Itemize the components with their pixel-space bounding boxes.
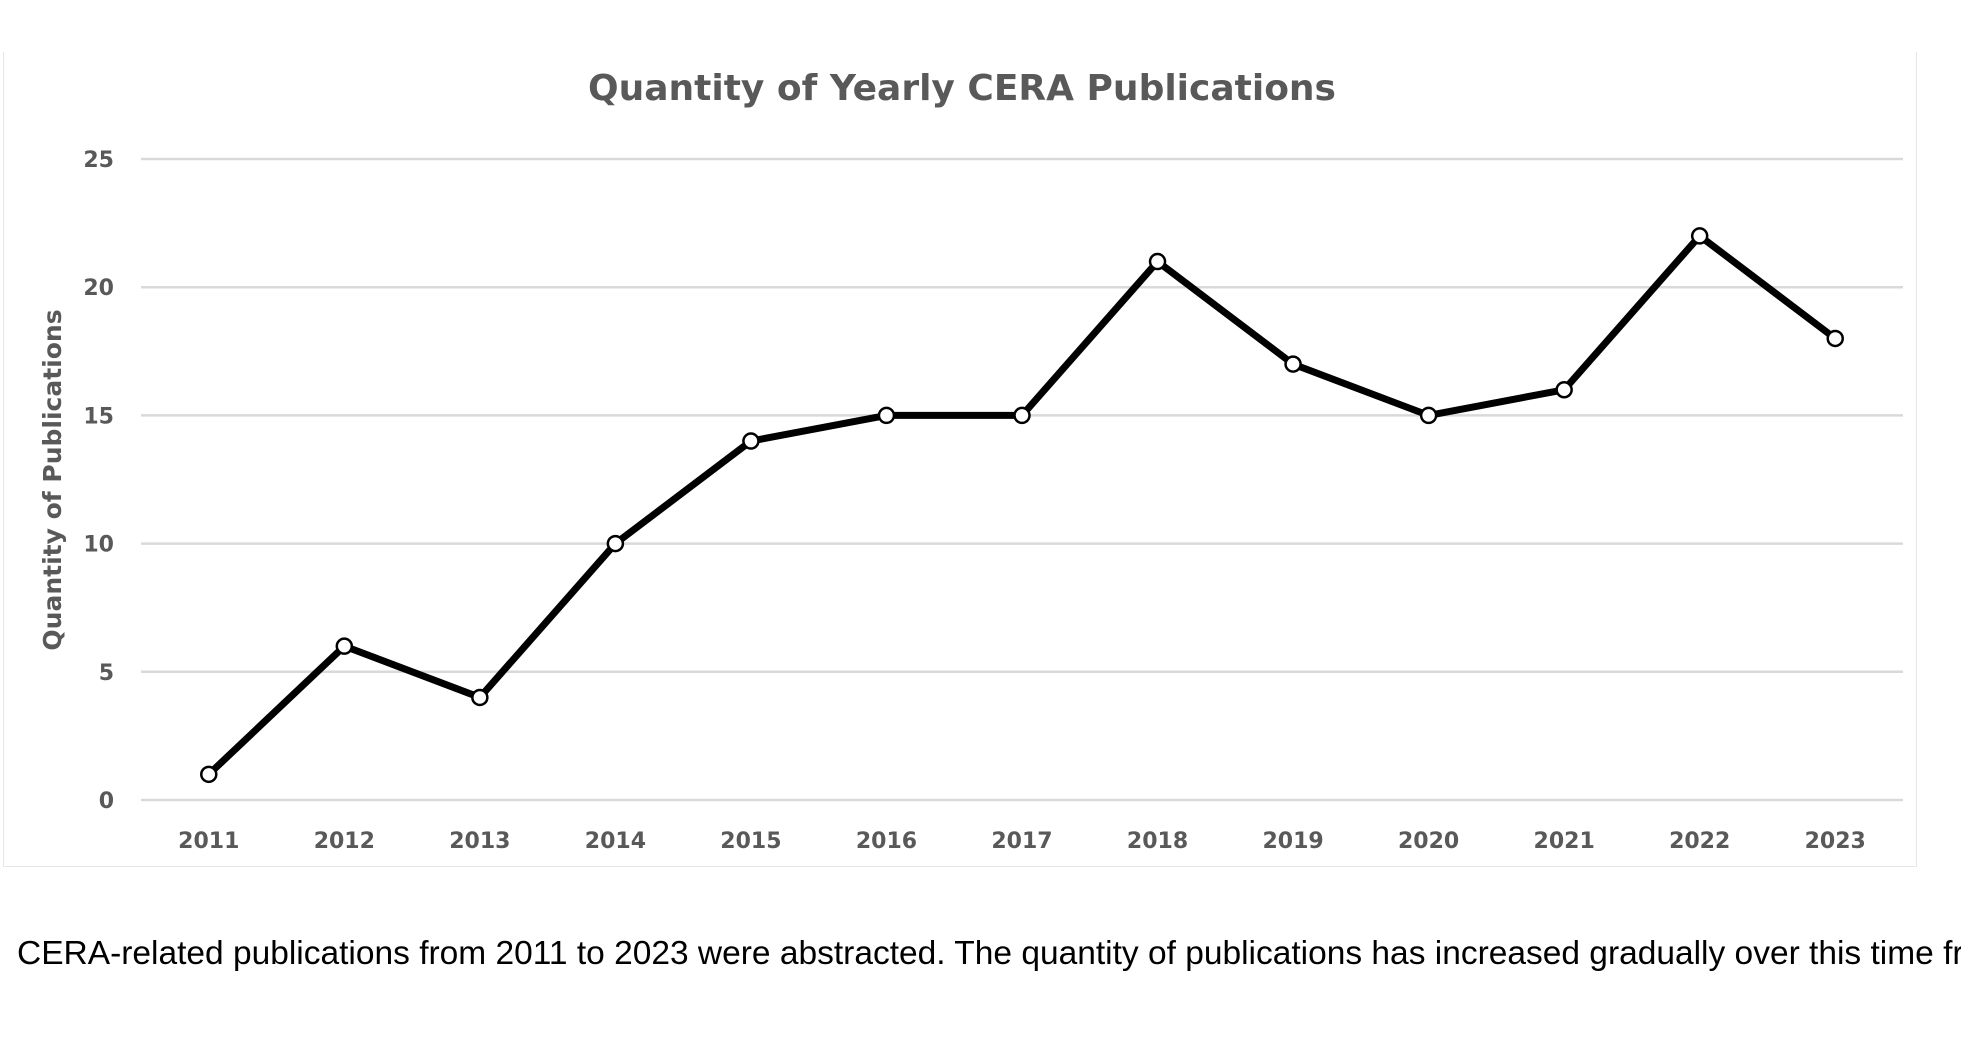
y-tick-label: 20 (83, 276, 114, 301)
x-tick-label: 2017 (991, 829, 1052, 854)
data-point-2019 (1284, 355, 1302, 373)
data-point-2020 (1419, 406, 1438, 425)
data-point-2011 (200, 765, 218, 784)
x-tick-label: 2018 (1127, 829, 1188, 854)
x-tick-label: 2016 (856, 829, 917, 854)
data-point-2012 (335, 637, 354, 655)
x-tick-label: 2012 (314, 829, 375, 854)
data-point-2018 (1148, 252, 1167, 271)
y-tick-label: 0 (99, 789, 114, 814)
data-point-2014 (606, 534, 625, 553)
y-tick-label: 15 (83, 404, 114, 429)
data-point-2023 (1826, 329, 1844, 348)
y-tick-label: 5 (99, 661, 114, 686)
gridlines (141, 157, 1903, 802)
data-point-2016 (877, 406, 896, 425)
x-axis-ticks: 2011 2012 2013 2014 2015 2016 2017 2018 2019 2020… (178, 829, 1866, 854)
series (205, 232, 1839, 778)
figure-caption: CERA-related publications from 2011 to 2… (17, 935, 1961, 972)
y-tick-label: 25 (83, 148, 114, 173)
data-point-2013 (471, 688, 489, 707)
data-point-2015 (742, 432, 760, 450)
data-point-2022 (1690, 227, 1709, 245)
point-markers (200, 227, 1844, 784)
x-tick-label: 2020 (1398, 829, 1459, 854)
x-tick-label: 2019 (1262, 829, 1323, 854)
y-tick-label: 10 (83, 533, 114, 558)
line-chart: Quantity of Yearly CERA Publications Qua… (38, 68, 1903, 854)
y-axis-label: Quantity of Publications (38, 309, 67, 650)
series-line (205, 232, 1839, 778)
x-tick-label: 2022 (1669, 829, 1730, 854)
x-tick-label: 2011 (178, 829, 239, 854)
data-point-2017 (1013, 406, 1031, 425)
x-tick-label: 2021 (1534, 829, 1595, 854)
y-axis-ticks: 0 5 10 15 20 25 (83, 148, 114, 814)
x-tick-label: 2015 (720, 829, 781, 854)
chart-title: Quantity of Yearly CERA Publications (588, 68, 1336, 109)
x-tick-label: 2023 (1805, 829, 1866, 854)
chart-frame (3, 52, 1917, 867)
x-tick-label: 2014 (585, 829, 646, 854)
data-point-2021 (1555, 381, 1573, 399)
x-tick-label: 2013 (449, 829, 510, 854)
